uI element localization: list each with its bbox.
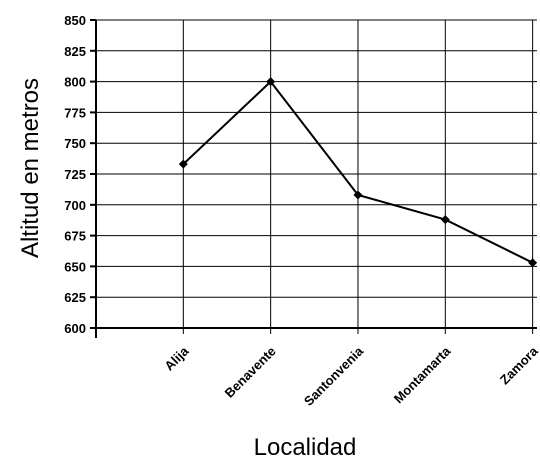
y-tick-label: 700 (64, 198, 86, 213)
series (178, 77, 538, 268)
data-point-marker (266, 77, 276, 87)
y-axis-title: Altitud en metros (17, 78, 44, 258)
x-tick-label: Alija (161, 343, 192, 374)
data-point-marker (178, 159, 188, 169)
y-tick-label: 725 (64, 167, 86, 182)
x-tick-label: Benavente (222, 344, 279, 401)
y-tick-label: 850 (64, 13, 86, 28)
y-tick-label: 800 (64, 75, 86, 90)
y-tick-label: 750 (64, 136, 86, 151)
x-tick-labels: Alija Benavente Santonvenia Montamarta Zamor… (161, 343, 540, 409)
data-point-marker (528, 258, 538, 268)
y-tick-label: 625 (64, 290, 86, 305)
y-tick-label: 775 (64, 105, 86, 120)
y-tick-label: 650 (64, 259, 86, 274)
gridlines (96, 19, 537, 334)
x-tick-label: Santonvenia (301, 343, 367, 409)
y-tick-label: 600 (64, 321, 86, 336)
data-point-marker (440, 215, 450, 225)
y-tick-labels: 600 625 650 675 700 725 750 775 800 825 850 (64, 13, 86, 336)
x-axis-title: Localidad (254, 434, 357, 461)
y-tick-label: 675 (64, 229, 86, 244)
x-tick-label: Zamora (497, 343, 540, 387)
x-tick-label: Montamarta (391, 343, 454, 406)
axes (90, 19, 537, 338)
y-tick-label: 825 (64, 44, 86, 59)
data-point-marker (353, 190, 363, 200)
